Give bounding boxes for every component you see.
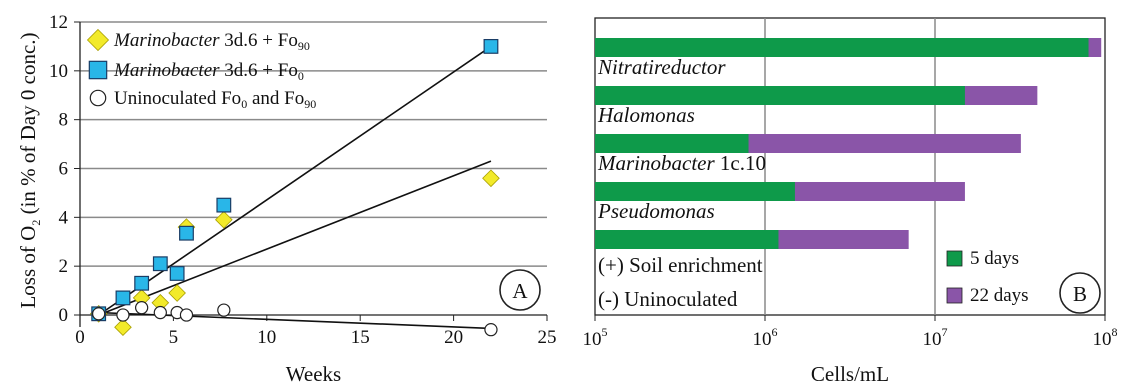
category-label: Nitratireductor [597, 55, 726, 79]
data-point-series-2 [152, 256, 168, 272]
data-point-series-3 [179, 308, 194, 322]
category-text: (+) Soil enrichment [598, 253, 763, 277]
bar-5-days [595, 86, 965, 105]
category-italic: Pseudomonas [597, 199, 715, 223]
data-point-series-1 [482, 169, 500, 188]
category-italic: Nitratireductor [597, 55, 726, 79]
legend-italic: Marinobacter [113, 60, 220, 81]
data-point-series-3 [116, 308, 130, 322]
legend-label: 22 days [970, 285, 1029, 306]
tick-base: 10 [753, 329, 772, 350]
trendline [98, 160, 492, 316]
x-tick-label: 10 [257, 327, 276, 348]
legend-text: Uninoculated Fo [114, 88, 241, 109]
y-axis-title-rest: (in % of Day 0 conc.) [16, 32, 40, 219]
legend-marker-1 [86, 28, 110, 52]
plot-frame [594, 17, 1106, 316]
category-label: (+) Soil enrichment [598, 253, 763, 277]
y-axis-title-subscript: 2 [29, 220, 43, 226]
y-axis-title-main: Loss of O [16, 226, 40, 309]
legend-text: 3d.6 + Fo [220, 30, 298, 51]
legend-marker-3 [89, 89, 107, 107]
category-label: (-) Uninoculated [598, 287, 738, 311]
x-tick-label: 105 [583, 325, 608, 350]
x-tick-label: 0 [75, 327, 85, 348]
panel-label-circle [1059, 272, 1101, 314]
data-point-series-3 [153, 305, 167, 320]
tick-exponent: 5 [602, 325, 608, 339]
data-point-series-1 [168, 284, 186, 302]
y-tick-label: 4 [59, 207, 69, 228]
bar-5-days [595, 182, 795, 201]
data-point-series-2 [169, 266, 185, 281]
panel-b-cells-chart: 105 106 107 108Cells/mLNitratireductorHalom… [583, 17, 1118, 386]
data-point-series-2 [115, 290, 131, 306]
y-tick-label: 0 [59, 305, 69, 326]
x-tick-label: 15 [351, 327, 370, 348]
x-tick-label: 5 [169, 327, 179, 348]
y-tick-label: 2 [59, 256, 69, 277]
x-axis-title: Weeks [286, 362, 341, 386]
category-label: Pseudomonas [597, 199, 715, 223]
data-point-series-3 [134, 301, 149, 315]
legend-label-2: Marinobacter 3d.6 + Fo0 [113, 60, 304, 83]
tick-exponent: 6 [772, 325, 778, 339]
legend-italic: Marinobacter [113, 30, 220, 51]
data-point-series-2 [134, 275, 150, 291]
category-italic: Marinobacter [597, 151, 715, 175]
category-text: (-) Uninoculated [598, 287, 738, 311]
panel-label: A [512, 279, 528, 303]
bar-5-days [595, 38, 1089, 57]
legend-subscript: 90 [304, 97, 316, 111]
data-point-series-3 [92, 307, 106, 321]
category-label: Marinobacter 1c.10 [597, 151, 766, 175]
x-tick-label: 106 [753, 325, 778, 350]
y-tick-label: 12 [49, 12, 68, 33]
data-point-series-1 [215, 210, 233, 229]
y-tick-label: 10 [49, 61, 68, 82]
data-point-series-2 [483, 38, 499, 54]
y-axis-title: Loss of O2 (in % of Day 0 conc.) [16, 32, 43, 308]
y-tick-label: 6 [59, 159, 69, 180]
x-axis-title: Cells/mL [811, 362, 889, 386]
legend-swatch [946, 287, 963, 304]
category-label: Halomonas [597, 103, 695, 127]
tick-exponent: 8 [1112, 325, 1118, 339]
trendline [98, 45, 492, 316]
x-tick-label: 20 [444, 327, 463, 348]
data-point-series-1 [114, 318, 132, 337]
panel-label-circle [499, 269, 541, 311]
bar-5-days [595, 134, 749, 153]
data-point-series-2 [216, 197, 232, 213]
legend-label-3: Uninoculated Fo0 and Fo90 [114, 88, 316, 111]
data-point-series-3 [484, 323, 498, 337]
tick-base: 10 [923, 329, 942, 350]
x-tick-label: 25 [538, 327, 557, 348]
bar-5-days [595, 230, 779, 249]
y-tick-label: 8 [59, 110, 69, 131]
legend-subscript: 90 [298, 39, 310, 53]
tick-base: 10 [1093, 329, 1112, 350]
x-tick-label: 108 [1093, 325, 1118, 350]
legend-subscript: 0 [241, 97, 247, 111]
legend-text: and Fo [247, 88, 304, 109]
x-tick-label: 107 [923, 325, 948, 350]
legend-label: 5 days [970, 248, 1019, 269]
tick-base: 10 [583, 329, 602, 350]
legend-swatch [946, 250, 963, 267]
panel-label: B [1073, 282, 1087, 306]
legend-marker-2 [88, 60, 108, 80]
category-italic: Halomonas [597, 103, 695, 127]
legend-text: 3d.6 + Fo [220, 60, 298, 81]
data-point-series-3 [217, 303, 231, 317]
tick-exponent: 7 [942, 325, 948, 339]
legend-subscript: 0 [298, 69, 304, 83]
data-point-series-2 [179, 225, 194, 241]
category-text: 1c.10 [715, 151, 766, 175]
legend-label-1: Marinobacter 3d.6 + Fo90 [113, 30, 310, 53]
